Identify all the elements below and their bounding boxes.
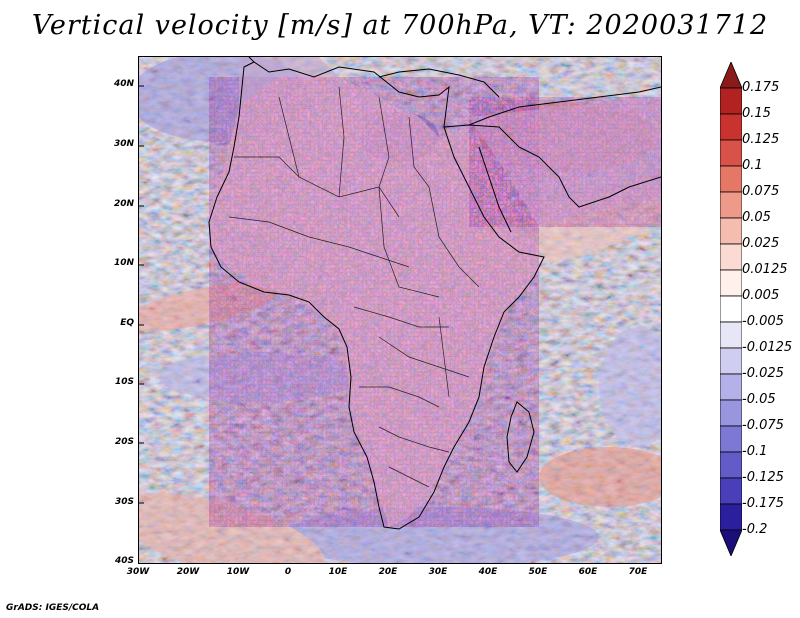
colorbar-top-arrow <box>720 62 742 89</box>
colorbar <box>720 62 742 556</box>
lat-label-20s: 20S <box>114 437 134 447</box>
colorbar-cell <box>720 399 742 427</box>
lon-label-40e: 40E <box>478 567 498 577</box>
lat-label-30s: 30S <box>114 497 134 507</box>
colorbar-cell <box>720 191 742 219</box>
colorbar-label: 0.0125 <box>742 262 788 277</box>
lat-label-10s: 10S <box>114 377 134 387</box>
colorbar-label: 0.125 <box>742 132 780 147</box>
colorbar-label: -0.1 <box>742 444 768 459</box>
colorbar-cell <box>720 451 742 479</box>
colorbar-label: 0.025 <box>742 236 780 251</box>
colorbar-label: -0.025 <box>742 366 784 381</box>
lat-label-10n: 10N <box>113 258 134 268</box>
lat-label-eq: EQ <box>120 318 134 328</box>
map-title: Vertical velocity [m/s] at 700hPa, VT: 2… <box>31 10 769 41</box>
colorbar-cell <box>720 139 742 167</box>
colorbar-label: -0.075 <box>742 418 784 433</box>
lon-label-20w: 20W <box>176 567 200 577</box>
colorbar-label: 0.005 <box>742 288 780 303</box>
colorbar-bottom-arrow <box>720 529 742 556</box>
colorbar-cell <box>720 425 742 453</box>
colorbar-cell <box>720 113 742 141</box>
coastlines <box>208 57 661 530</box>
lat-label-20n: 20N <box>113 199 134 209</box>
colorbar-cell <box>720 477 742 505</box>
vertical-velocity-field <box>139 57 661 563</box>
lat-label-40s: 40S <box>114 556 134 566</box>
colorbar-cell <box>720 503 742 531</box>
lon-label-30w: 30W <box>126 567 150 577</box>
colorbar-label: -0.2 <box>742 522 768 537</box>
colorbar-label: -0.125 <box>742 470 784 485</box>
country-borders <box>228 86 480 488</box>
lon-label-10w: 10W <box>226 567 250 577</box>
lon-label-30e: 30E <box>428 567 448 577</box>
lat-label-40n: 40N <box>113 79 134 89</box>
colorbar-cell <box>720 321 742 349</box>
colorbar-cell <box>720 165 742 193</box>
map-plot-area <box>138 56 662 564</box>
colorbar-label: -0.05 <box>742 392 776 407</box>
grads-credit: GrADS: IGES/COLA <box>6 603 100 613</box>
lon-label-10e: 10E <box>328 567 348 577</box>
inner-ticks <box>139 85 144 504</box>
colorbar-cell <box>720 243 742 271</box>
lon-label-50e: 50E <box>528 567 548 577</box>
colorbar-cell <box>720 295 742 323</box>
colorbar-cell <box>720 269 742 297</box>
colorbar-cell <box>720 217 742 245</box>
lon-label-60e: 60E <box>578 567 598 577</box>
colorbar-label: 0.1 <box>742 158 763 173</box>
lon-label-20e: 20E <box>378 567 398 577</box>
lat-label-30n: 30N <box>113 139 134 149</box>
colorbar-cell <box>720 373 742 401</box>
colorbar-label: 0.175 <box>742 80 780 95</box>
colorbar-cell <box>720 347 742 375</box>
lon-label-70e: 70E <box>628 567 648 577</box>
lon-label-0: 0 <box>284 567 292 577</box>
colorbar-label: 0.05 <box>742 210 771 225</box>
colorbar-cell <box>720 87 742 115</box>
colorbar-label: 0.075 <box>742 184 780 199</box>
colorbar-label: 0.15 <box>742 106 771 121</box>
colorbar-label: -0.175 <box>742 496 784 511</box>
colorbar-label: -0.005 <box>742 314 784 329</box>
colorbar-label: -0.0125 <box>742 340 793 355</box>
